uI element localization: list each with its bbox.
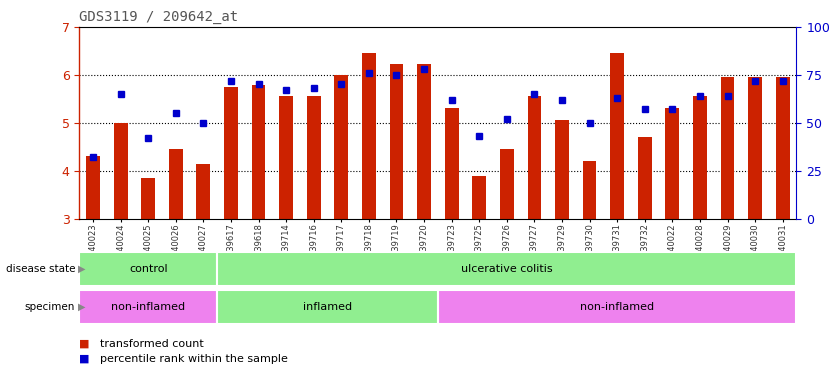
Text: ▶: ▶ <box>78 264 85 274</box>
Bar <box>79 290 217 324</box>
Bar <box>217 290 438 324</box>
Text: percentile rank within the sample: percentile rank within the sample <box>100 354 288 364</box>
Text: GDS3119 / 209642_at: GDS3119 / 209642_at <box>79 10 239 25</box>
Bar <box>610 53 624 219</box>
Bar <box>79 252 217 286</box>
Bar <box>776 77 790 219</box>
Text: control: control <box>129 264 168 274</box>
Text: inflamed: inflamed <box>303 302 352 312</box>
Bar <box>438 290 796 324</box>
Bar <box>307 96 320 219</box>
Bar <box>86 157 100 219</box>
Bar <box>445 109 459 219</box>
Bar <box>141 178 155 219</box>
Bar <box>666 109 679 219</box>
Bar <box>252 86 265 219</box>
Bar <box>197 164 210 219</box>
Text: non-inflamed: non-inflamed <box>580 302 654 312</box>
Bar <box>113 123 128 219</box>
Text: ulcerative colitis: ulcerative colitis <box>461 264 553 274</box>
Bar <box>362 53 376 219</box>
Bar <box>583 161 596 219</box>
Bar <box>224 87 238 219</box>
Text: specimen: specimen <box>25 302 75 312</box>
Text: transformed count: transformed count <box>100 339 203 349</box>
Text: disease state: disease state <box>6 264 75 274</box>
Bar <box>217 252 796 286</box>
Bar <box>279 96 293 219</box>
Text: ■: ■ <box>79 354 90 364</box>
Bar <box>334 75 348 219</box>
Bar <box>168 149 183 219</box>
Bar <box>693 96 706 219</box>
Bar <box>500 149 514 219</box>
Bar <box>527 96 541 219</box>
Bar <box>472 176 486 219</box>
Text: non-inflamed: non-inflamed <box>111 302 185 312</box>
Bar <box>555 121 569 219</box>
Bar <box>417 64 431 219</box>
Bar <box>638 137 651 219</box>
Bar <box>748 77 762 219</box>
Text: ■: ■ <box>79 339 90 349</box>
Text: ▶: ▶ <box>78 302 85 312</box>
Bar <box>721 77 735 219</box>
Bar <box>389 64 404 219</box>
